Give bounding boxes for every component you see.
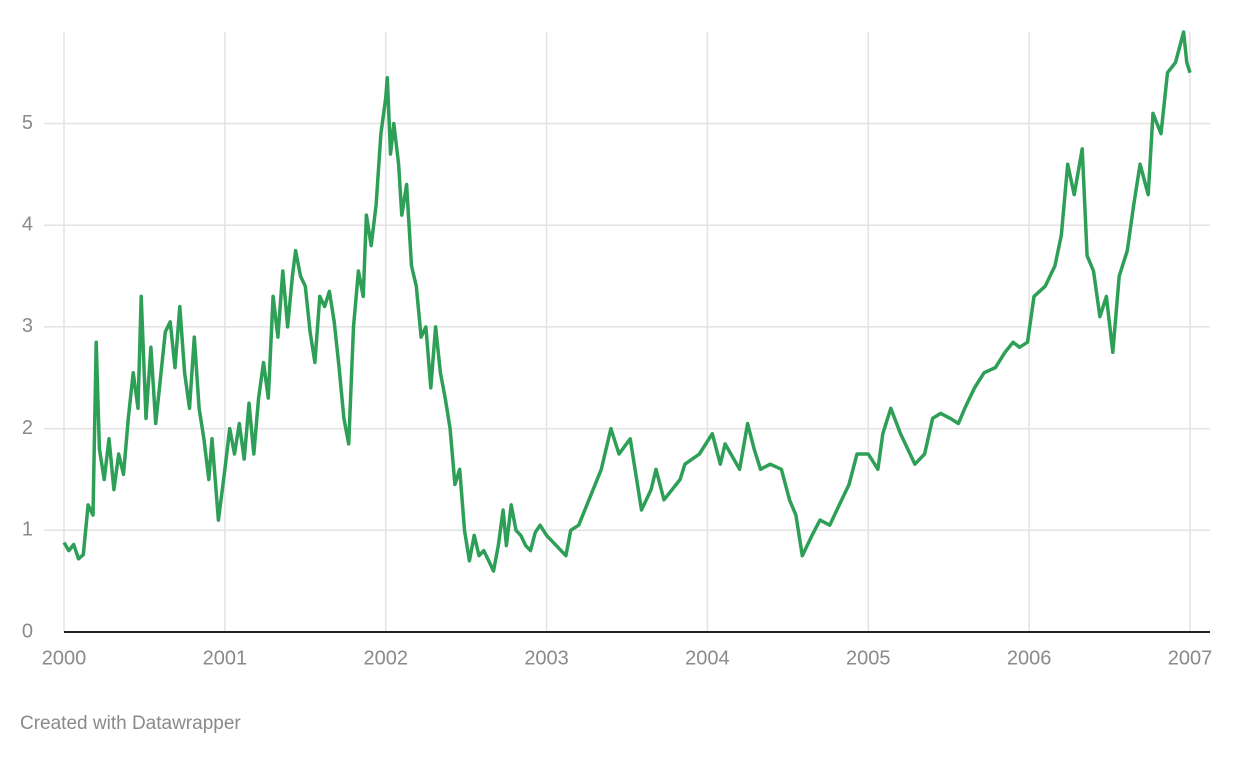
y-tick-label: 0 — [22, 620, 33, 642]
y-tick-label: 3 — [22, 315, 33, 337]
y-tick-label: 2 — [22, 417, 33, 439]
x-tick-label: 2006 — [1007, 647, 1052, 669]
x-tick-label: 2000 — [42, 647, 87, 669]
y-tick-label: 4 — [22, 214, 33, 236]
x-tick-label: 2005 — [846, 647, 891, 669]
credit: Created with Datawrapper — [20, 713, 241, 734]
y-tick-label: 1 — [22, 519, 33, 541]
y-tick-label: 5 — [22, 112, 33, 134]
x-tick-label: 2004 — [685, 647, 730, 669]
price-line — [62, 30, 1192, 573]
x-tick-label: 2003 — [524, 647, 569, 669]
x-tick-label: 2007 — [1168, 647, 1213, 669]
x-tick-label: 2001 — [203, 647, 248, 669]
x-tick-label: 2002 — [363, 647, 408, 669]
